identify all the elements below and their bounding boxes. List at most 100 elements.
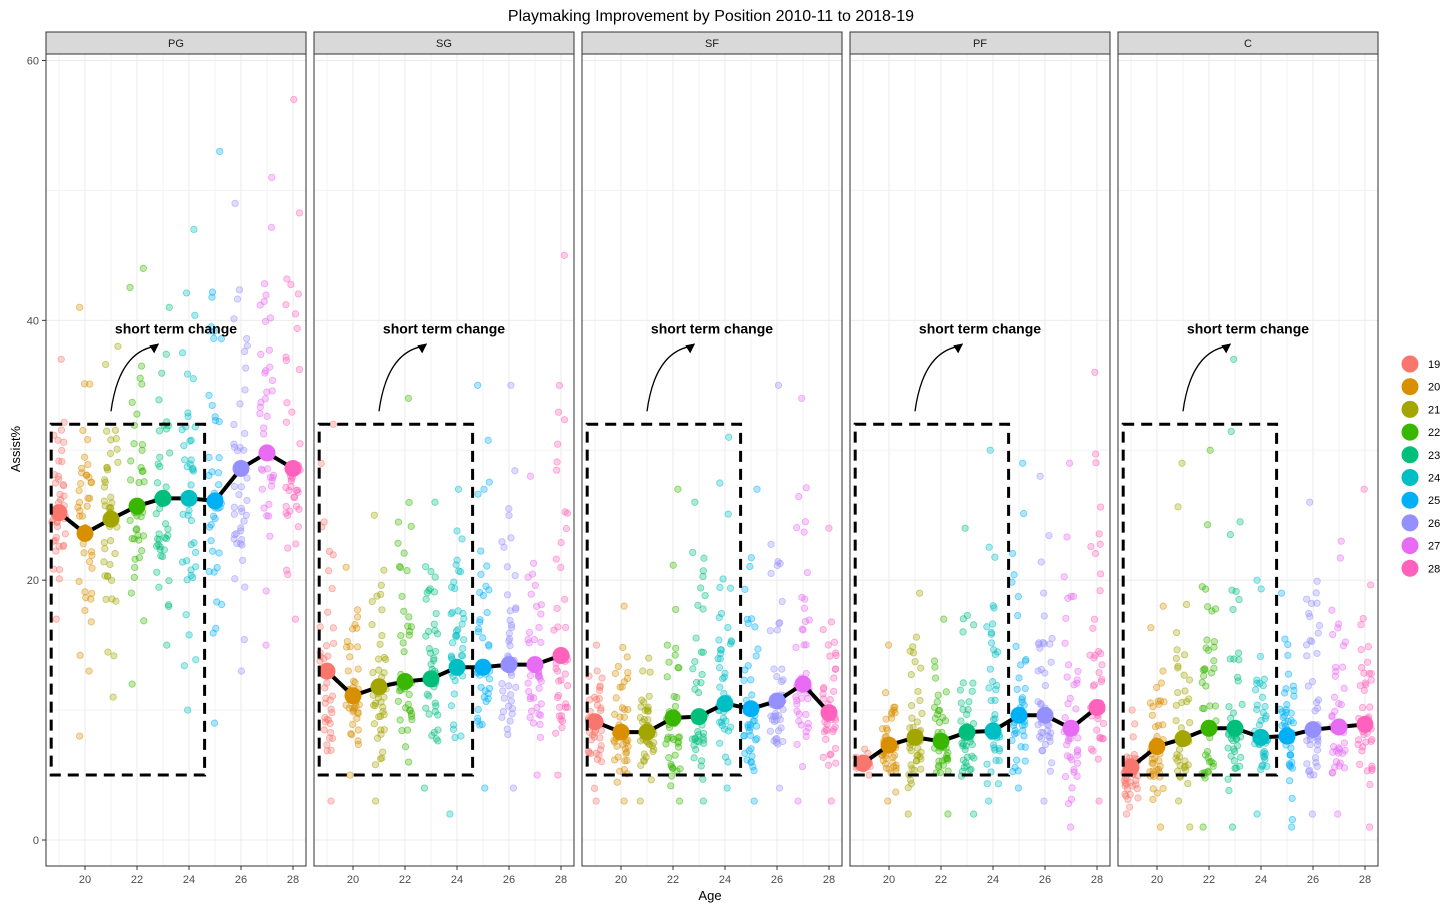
data-point: [1131, 720, 1139, 728]
data-point: [624, 668, 632, 677]
data-point: [1337, 700, 1345, 709]
data-point: [665, 658, 673, 666]
data-point: [324, 652, 332, 660]
data-point: [555, 381, 564, 390]
data-point: [451, 733, 459, 742]
data-point: [425, 645, 433, 653]
data-point: [1095, 530, 1103, 538]
data-point: [263, 388, 271, 396]
data-point: [107, 436, 115, 444]
data-point: [323, 741, 331, 749]
data-point: [405, 691, 413, 699]
data-point: [743, 615, 751, 623]
data-point: [138, 380, 146, 388]
data-point: [354, 665, 362, 673]
data-point: [1366, 780, 1374, 789]
data-point: [619, 643, 627, 652]
data-point: [1287, 716, 1295, 725]
data-point: [767, 712, 775, 720]
data-point: [284, 544, 292, 552]
data-point: [1177, 724, 1185, 732]
data-point: [827, 618, 836, 626]
data-point: [776, 559, 784, 568]
data-point: [329, 624, 337, 632]
data-point: [351, 620, 359, 629]
data-point: [1098, 661, 1106, 669]
data-point: [106, 560, 114, 569]
data-point: [238, 535, 246, 544]
data-point: [802, 732, 810, 741]
data-point: [767, 569, 775, 578]
x-tick-label: 20: [883, 874, 895, 886]
data-point: [102, 360, 110, 369]
data-point: [106, 449, 115, 458]
data-point: [127, 457, 135, 465]
data-point: [1366, 823, 1374, 831]
data-point: [1339, 642, 1348, 650]
data-point: [715, 636, 723, 644]
data-point: [82, 594, 90, 602]
data-point: [1040, 589, 1048, 597]
data-point: [1146, 699, 1155, 707]
data-point: [453, 527, 461, 535]
mean-point: [1200, 719, 1218, 737]
data-point: [485, 586, 493, 594]
data-point: [1305, 609, 1313, 618]
data-point: [1341, 746, 1349, 755]
data-point: [987, 639, 996, 647]
data-point: [257, 398, 265, 407]
x-tick-label: 28: [1091, 874, 1103, 886]
data-point: [1180, 651, 1189, 659]
data-point: [1092, 450, 1100, 458]
data-point: [187, 571, 195, 579]
data-point: [990, 604, 998, 612]
data-point: [917, 765, 925, 773]
data-point: [108, 595, 116, 603]
data-point: [826, 751, 834, 759]
data-point: [109, 693, 117, 701]
data-point: [157, 552, 165, 560]
data-point: [826, 652, 834, 660]
data-point: [431, 707, 439, 716]
data-point: [794, 797, 802, 805]
data-point: [1204, 767, 1212, 775]
mean-point: [932, 732, 950, 750]
data-point: [1210, 657, 1218, 665]
data-point: [1174, 688, 1182, 697]
data-point: [882, 715, 890, 723]
data-point: [535, 623, 543, 632]
data-point: [354, 740, 362, 749]
data-point: [503, 725, 511, 733]
x-tick-label: 20: [347, 874, 359, 886]
data-point: [327, 797, 335, 805]
data-point: [210, 327, 218, 335]
data-point: [1329, 748, 1337, 756]
data-point: [650, 745, 658, 754]
data-point: [328, 584, 336, 593]
data-point: [1227, 752, 1235, 760]
data-point: [380, 566, 388, 574]
data-point: [1334, 624, 1342, 632]
data-point: [1126, 803, 1134, 811]
data-point: [802, 710, 810, 719]
data-point: [483, 562, 491, 570]
data-point: [832, 649, 840, 657]
data-point: [1034, 721, 1042, 729]
data-point: [526, 695, 534, 703]
data-point: [1048, 759, 1056, 767]
data-point: [1311, 707, 1319, 715]
data-point: [286, 507, 294, 515]
data-point: [1238, 700, 1246, 708]
data-point: [1340, 764, 1349, 772]
data-point: [1173, 628, 1181, 637]
data-point: [498, 713, 506, 721]
data-point: [256, 301, 264, 309]
facet-strip-label: PF: [973, 38, 987, 50]
data-point: [236, 443, 244, 452]
data-point: [233, 295, 242, 303]
mean-point: [1062, 719, 1080, 737]
data-point: [113, 445, 121, 453]
data-point: [1366, 703, 1374, 711]
data-point: [754, 645, 762, 653]
data-point: [793, 740, 801, 749]
